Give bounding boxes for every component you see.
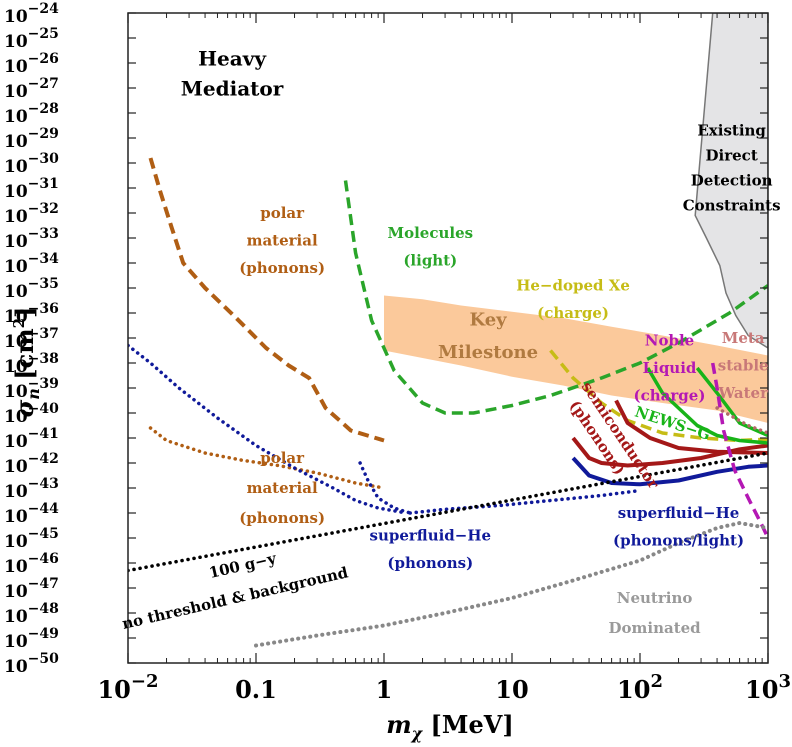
x-tick-label: 10	[495, 675, 528, 704]
y-tick-label: 10−47	[4, 576, 59, 602]
annotation-meta_1: Meta	[722, 329, 765, 347]
annotation-sfhe_1: superfluid−He	[370, 527, 492, 545]
series-news-g	[646, 367, 768, 445]
series-superfluid-he-phonons	[128, 343, 409, 515]
y-tick-label: 10−31	[4, 176, 59, 202]
x-axis-title: mχ [MeV]	[386, 710, 513, 743]
annotation-polar_top_1: polar	[260, 204, 305, 222]
x-tick-label: 102	[617, 671, 663, 704]
y-tick-label: 10−33	[4, 226, 59, 252]
y-tick-label: 10−24	[4, 1, 59, 27]
y-tick-label: 10−26	[4, 51, 59, 77]
annotation-layer: Heavy Mediator Existing Direct Detection Cons…	[120, 47, 780, 638]
annotation-existing_4: Constraints	[683, 197, 781, 215]
annotation-neutrino_2: Dominated	[608, 619, 701, 637]
y-tick-label: 10−35	[4, 276, 59, 302]
y-tick-label: 10−39	[4, 376, 59, 402]
y-tick-label: 10−49	[4, 626, 59, 652]
x-tick-label: 10−2	[97, 671, 158, 704]
series-noble-liquid-charge	[710, 362, 768, 539]
annotation-polar_bot_2: material	[247, 479, 318, 497]
y-tick-label: 10−42	[4, 451, 59, 477]
annotation-key_1: Key	[469, 310, 507, 331]
annotation-meta_2: stable	[718, 357, 769, 375]
annotation-neutrino_1: Neutrino	[617, 589, 693, 607]
annotation-noble_3: (charge)	[634, 387, 706, 405]
series-layer	[128, 157, 768, 648]
x-tick-label: 1	[376, 675, 393, 704]
y-tick-label: 10−27	[4, 76, 59, 102]
annotation-sfhe_light_2: (phonons/light)	[613, 532, 744, 550]
y-tick-label: 10−28	[4, 101, 59, 127]
series-superfluid-he-phonons-branch	[358, 461, 412, 515]
y-tick-label: 10−32	[4, 201, 59, 227]
region-layer	[384, 13, 768, 423]
y-tick-label: 10−40	[4, 401, 59, 427]
x-tick-label: 103	[745, 671, 791, 704]
series-polar-material-dotted	[148, 426, 386, 490]
annotation-sfhe_light_1: superfluid−He	[618, 504, 740, 522]
series-semiconductor-charge	[614, 399, 768, 455]
annotation-molecules_2: (light)	[403, 252, 457, 270]
tick-layer: 10−2410−2510−2610−2710−2810−2910−3010−31…	[4, 1, 791, 704]
y-tick-label: 10−46	[4, 551, 59, 577]
annotation-meta_3: Water	[717, 384, 769, 402]
annotation-heavy_mediator_2: Mediator	[181, 77, 284, 101]
annotation-sfhe_2: (phonons)	[387, 554, 473, 572]
y-tick-label: 10−48	[4, 601, 59, 627]
y-tick-label: 10−45	[4, 526, 59, 552]
y-tick-label: 10−37	[4, 326, 59, 352]
y-tick-label: 10−25	[4, 26, 59, 52]
y-tick-label: 10−50	[4, 651, 59, 677]
annotation-existing_1: Existing	[697, 122, 766, 140]
annotation-polar_bot_3: (phonons)	[239, 509, 325, 527]
annotation-polar_top_3: (phonons)	[239, 259, 325, 277]
annotation-noble_1: Noble	[645, 332, 694, 350]
annotation-existing_3: Detection	[691, 172, 773, 190]
annotation-existing_2: Direct	[706, 147, 758, 165]
y-tick-label: 10−29	[4, 126, 59, 152]
annotation-noble_2: Liquid	[643, 359, 697, 377]
x-tick-label: 0.1	[235, 675, 277, 704]
y-tick-label: 10−44	[4, 501, 59, 527]
annotation-molecules_1: Molecules	[388, 224, 474, 242]
y-tick-label: 10−30	[4, 151, 59, 177]
y-tick-label: 10−41	[4, 426, 59, 452]
series-molecules-light	[343, 180, 768, 415]
annotation-polar_bot_1: polar	[260, 449, 305, 467]
annotation-heavy_mediator_1: Heavy	[198, 47, 267, 71]
annotation-newsg: NEWS−G	[633, 403, 713, 444]
annotation-key_2: Milestone	[438, 342, 538, 363]
y-axis-title: σn [cm2]	[10, 307, 43, 418]
annotation-hedoped_2: (charge)	[537, 304, 609, 322]
series-100g-y-background	[128, 451, 768, 573]
region-key-milestone	[384, 295, 768, 423]
series-neutrino-dominated	[254, 521, 768, 648]
series-polar-material-dashed	[148, 157, 385, 443]
annotation-polar_top_2: material	[247, 232, 318, 250]
series-superfluid-he-phonons-light	[571, 456, 768, 487]
y-tick-label: 10−34	[4, 251, 59, 277]
series-superfluid-he-phonons-light-dotted	[408, 488, 642, 515]
region-existing-constraints	[694, 13, 768, 349]
y-tick-label: 10−36	[4, 301, 59, 327]
y-tick-label: 10−43	[4, 476, 59, 502]
y-tick-label: 10−38	[4, 351, 59, 377]
annotation-hedoped_1: He−doped Xe	[516, 277, 630, 295]
